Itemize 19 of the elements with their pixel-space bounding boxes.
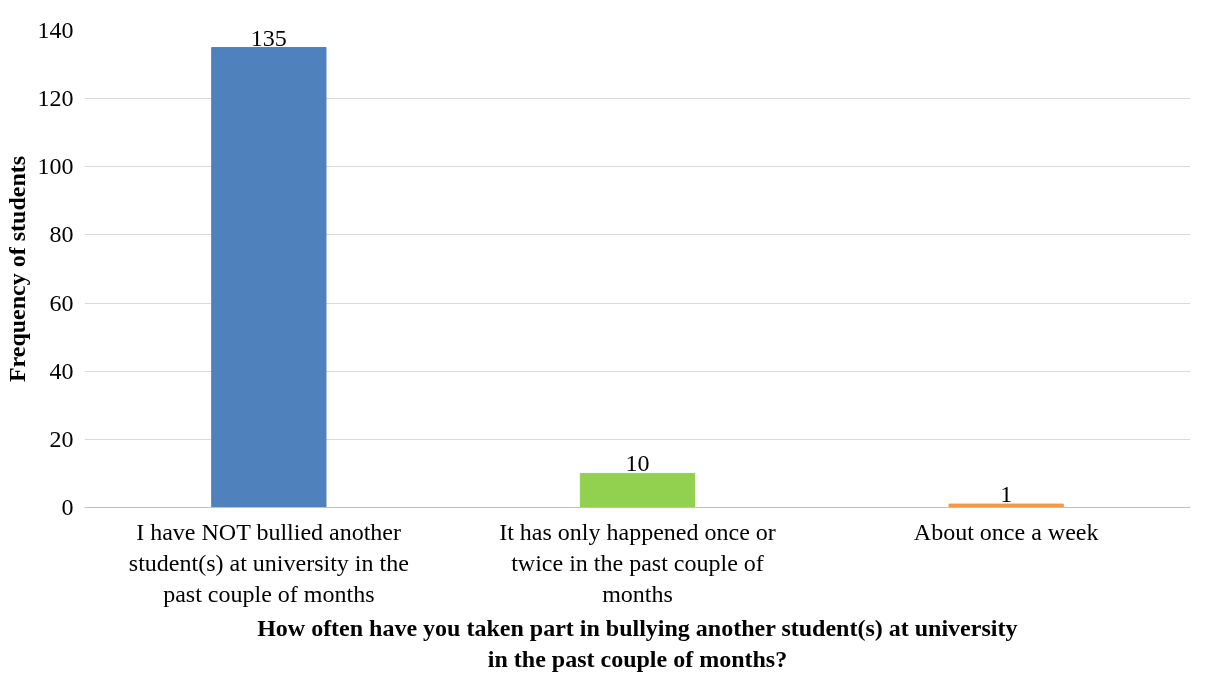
y-tick-label: 60: [49, 289, 74, 316]
data-label: 10: [625, 450, 650, 477]
y-tick-label: 0: [61, 494, 74, 520]
y-tick-label: 40: [49, 357, 74, 384]
y-tick-label: 140: [37, 17, 74, 43]
y-tick-label: 20: [49, 425, 74, 452]
y-tick-label: 80: [49, 221, 74, 248]
x-axis-title: How often have you taken part in bullying another student(s) at university in the past couple of months?: [257, 614, 1018, 673]
data-label: 135: [250, 24, 287, 51]
bar: [948, 503, 1064, 508]
x-tick-label: It has only happened once or twice in the past couple of months: [499, 518, 776, 607]
y-tick-label: 100: [37, 153, 74, 180]
data-label: 1: [1000, 481, 1013, 508]
bar: [211, 47, 327, 508]
x-tick-label: I have NOT bullied another student(s) at university in the past couple of months: [128, 518, 409, 607]
x-tick-label: About once a week: [913, 518, 1099, 545]
y-axis-title: Frequency of students: [3, 155, 30, 383]
y-tick-label: 120: [37, 85, 74, 112]
bar: [579, 472, 696, 508]
